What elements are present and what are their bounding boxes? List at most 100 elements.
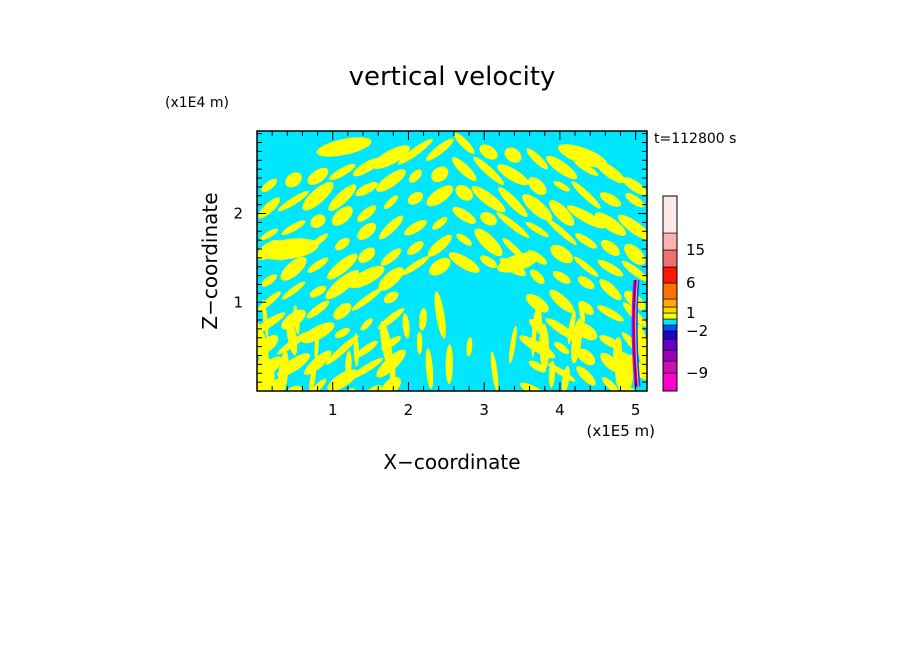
plot-frame [256,130,648,392]
x-tick-label: 4 [555,401,565,419]
positive-region [431,166,449,183]
positive-region [549,289,575,313]
positive-region [445,344,453,384]
colorbar-swatch [662,282,678,300]
time-label: t=112800 s [654,131,736,147]
positive-region [357,222,377,240]
positive-region [502,237,524,259]
colorbar-label: 1 [686,304,696,322]
colorbar-swatch [662,195,678,234]
colorbar-swatch [662,324,678,332]
positive-region [448,252,480,273]
colorbar-swatch [662,360,678,374]
positive-region [546,155,578,180]
positive-region [309,285,327,298]
positive-region [257,321,264,360]
positive-region [571,181,601,209]
positive-region [519,382,555,391]
positive-region [314,330,319,360]
positive-region [328,184,357,212]
y-tick-labels: 12 [233,205,243,312]
positive-region [376,169,406,192]
colorbar [662,195,678,392]
colorbar-swatch [662,312,678,320]
positive-region [331,206,353,226]
positive-region [325,270,360,300]
positive-region [329,163,356,181]
jet-streak [633,280,638,387]
positive-region [284,385,303,391]
positive-region [355,181,378,197]
positive-region [597,305,624,322]
positive-region [621,260,647,282]
positive-region [554,342,570,355]
positive-region [471,185,506,213]
positive-region [531,310,537,357]
positive-region [490,351,499,391]
colorbar-label: 6 [686,274,696,292]
positive-region [456,233,473,246]
positive-region [335,237,350,251]
positive-region [479,144,498,160]
positive-region [504,147,522,163]
positive-region [474,228,503,257]
positive-region [306,300,330,319]
positive-region [419,308,427,331]
colorbar-label: −2 [686,322,708,340]
positive-region [432,217,448,230]
positive-region [567,205,606,229]
positive-region [526,148,549,170]
positive-region [360,318,373,331]
positive-region [429,257,451,276]
positive-region [624,243,646,266]
positive-region [401,256,430,276]
positive-region [498,187,528,218]
colorbar-labels: 15 6 1−2 −9 [686,241,708,382]
positive-region [599,279,622,301]
positive-region [434,291,446,339]
positive-region [304,350,332,376]
positive-region [535,299,543,335]
chart-title: vertical velocity [349,62,556,92]
colorbar-swatch [662,232,678,251]
positive-region [333,302,352,320]
positive-region [636,324,647,371]
positive-region [525,221,549,238]
x-tick-label: 5 [631,401,641,419]
plot-area [256,130,648,392]
positive-region [575,233,598,249]
jet-streak [634,280,639,387]
jet-streak [631,280,636,387]
positive-region [355,340,378,358]
positive-region [576,348,596,366]
positive-region [571,318,583,364]
positive-region [599,192,622,207]
positive-region [378,215,404,240]
positive-region [530,269,545,285]
positive-region [258,197,281,219]
positive-region [497,252,540,273]
positive-region [372,145,410,170]
positive-region [600,352,621,373]
positive-region [281,281,306,300]
positive-region [404,219,427,236]
positive-region [407,240,424,256]
jet-streak [635,280,640,387]
positive-region [277,351,289,391]
positive-region [261,178,278,193]
colorbar-swatch [662,298,678,308]
positive-region [602,377,619,391]
positive-region [508,325,517,364]
positive-region [427,234,452,257]
positive-region [316,137,372,157]
positive-region [615,353,634,391]
y-tick-label: 2 [233,205,243,223]
positive-region [546,218,577,246]
colorbar-swatch [662,266,678,284]
positive-region [625,192,645,208]
positive-region [576,366,596,386]
positive-region [425,138,454,161]
positive-region [522,194,553,221]
positive-region [334,327,350,339]
colorbar-swatch [662,372,678,392]
